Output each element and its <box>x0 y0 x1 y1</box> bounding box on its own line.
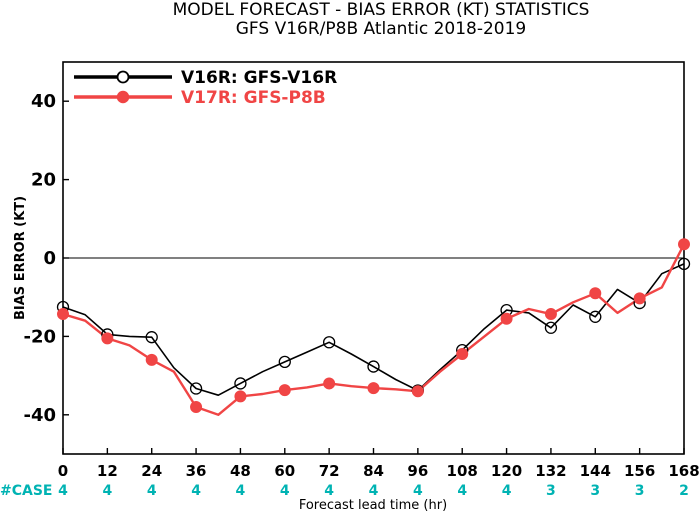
data-point <box>367 360 380 373</box>
y-tick-label: 20 <box>31 170 56 191</box>
data-point <box>190 400 203 413</box>
data-point <box>544 308 557 321</box>
data-point <box>411 385 424 398</box>
chart-title: MODEL FORECAST - BIAS ERROR (KT) STATIST… <box>173 0 590 20</box>
x-tick-label: 144 <box>580 462 611 480</box>
axis-ticks: -40-200204004124244364484604724844964108… <box>23 91 699 499</box>
legend-marker-v16r <box>116 70 130 84</box>
case-count: 4 <box>324 483 334 499</box>
data-point <box>456 348 469 361</box>
case-count: 3 <box>635 483 645 499</box>
case-count: 4 <box>457 483 467 499</box>
case-count: 4 <box>58 483 68 499</box>
legend-marker-v17r <box>116 90 130 104</box>
case-count: 3 <box>546 483 556 499</box>
data-point <box>234 390 247 403</box>
y-tick-label: 0 <box>43 248 56 269</box>
data-point <box>278 384 291 397</box>
case-count: 4 <box>236 483 246 499</box>
legend: V16R: GFS-V16R V17R: GFS-P8B <box>74 68 337 108</box>
x-tick-label: 156 <box>624 462 655 480</box>
chart-subtitle: GFS V16R/P8B Atlantic 2018-2019 <box>236 19 527 39</box>
data-point <box>57 308 69 321</box>
series-layer <box>56 238 691 416</box>
case-count: 4 <box>191 483 201 499</box>
x-tick-label: 168 <box>668 462 699 480</box>
data-point <box>367 382 380 395</box>
x-axis-label: Forecast lead time (hr) <box>299 498 447 513</box>
x-tick-label: 0 <box>58 462 68 480</box>
y-tick-label: 40 <box>31 91 56 112</box>
x-tick-label: 108 <box>447 462 478 480</box>
data-point <box>145 331 158 344</box>
data-point <box>544 321 558 334</box>
data-point <box>589 287 602 300</box>
case-count: 2 <box>679 483 689 499</box>
data-point <box>323 377 336 390</box>
data-point <box>101 332 114 345</box>
x-tick-label: 36 <box>186 462 207 480</box>
legend-label-v17r: V17R: GFS-P8B <box>181 88 326 108</box>
case-count: 4 <box>369 483 379 499</box>
data-point <box>145 353 158 366</box>
data-point <box>278 355 291 369</box>
y-tick-label: -20 <box>23 326 56 347</box>
data-point <box>677 257 691 271</box>
x-tick-label: 132 <box>535 462 566 480</box>
x-tick-label: 84 <box>363 462 384 480</box>
x-tick-label: 48 <box>230 462 251 480</box>
case-count: 4 <box>502 483 512 499</box>
data-point <box>678 238 690 251</box>
x-tick-label: 24 <box>141 462 162 480</box>
data-point <box>322 336 336 349</box>
series-line <box>62 263 685 397</box>
case-count: 4 <box>147 483 157 499</box>
x-tick-label: 12 <box>97 462 118 480</box>
x-tick-label: 60 <box>274 462 295 480</box>
legend-label-v16r: V16R: GFS-V16R <box>181 68 337 88</box>
data-point <box>500 312 513 325</box>
y-tick-label: -40 <box>23 405 56 426</box>
data-point <box>589 310 602 323</box>
data-point <box>234 377 247 390</box>
case-count: 4 <box>280 483 290 499</box>
case-count: 3 <box>590 483 600 499</box>
case-label: #CASE <box>0 483 53 499</box>
x-tick-label: 72 <box>319 462 340 480</box>
y-axis-label: BIAS ERROR (KT) <box>13 196 28 320</box>
x-tick-label: 96 <box>407 462 428 480</box>
case-count: 4 <box>102 483 112 499</box>
case-count: 4 <box>413 483 423 499</box>
x-tick-label: 120 <box>491 462 522 480</box>
data-point <box>189 382 203 395</box>
data-point <box>633 292 646 305</box>
